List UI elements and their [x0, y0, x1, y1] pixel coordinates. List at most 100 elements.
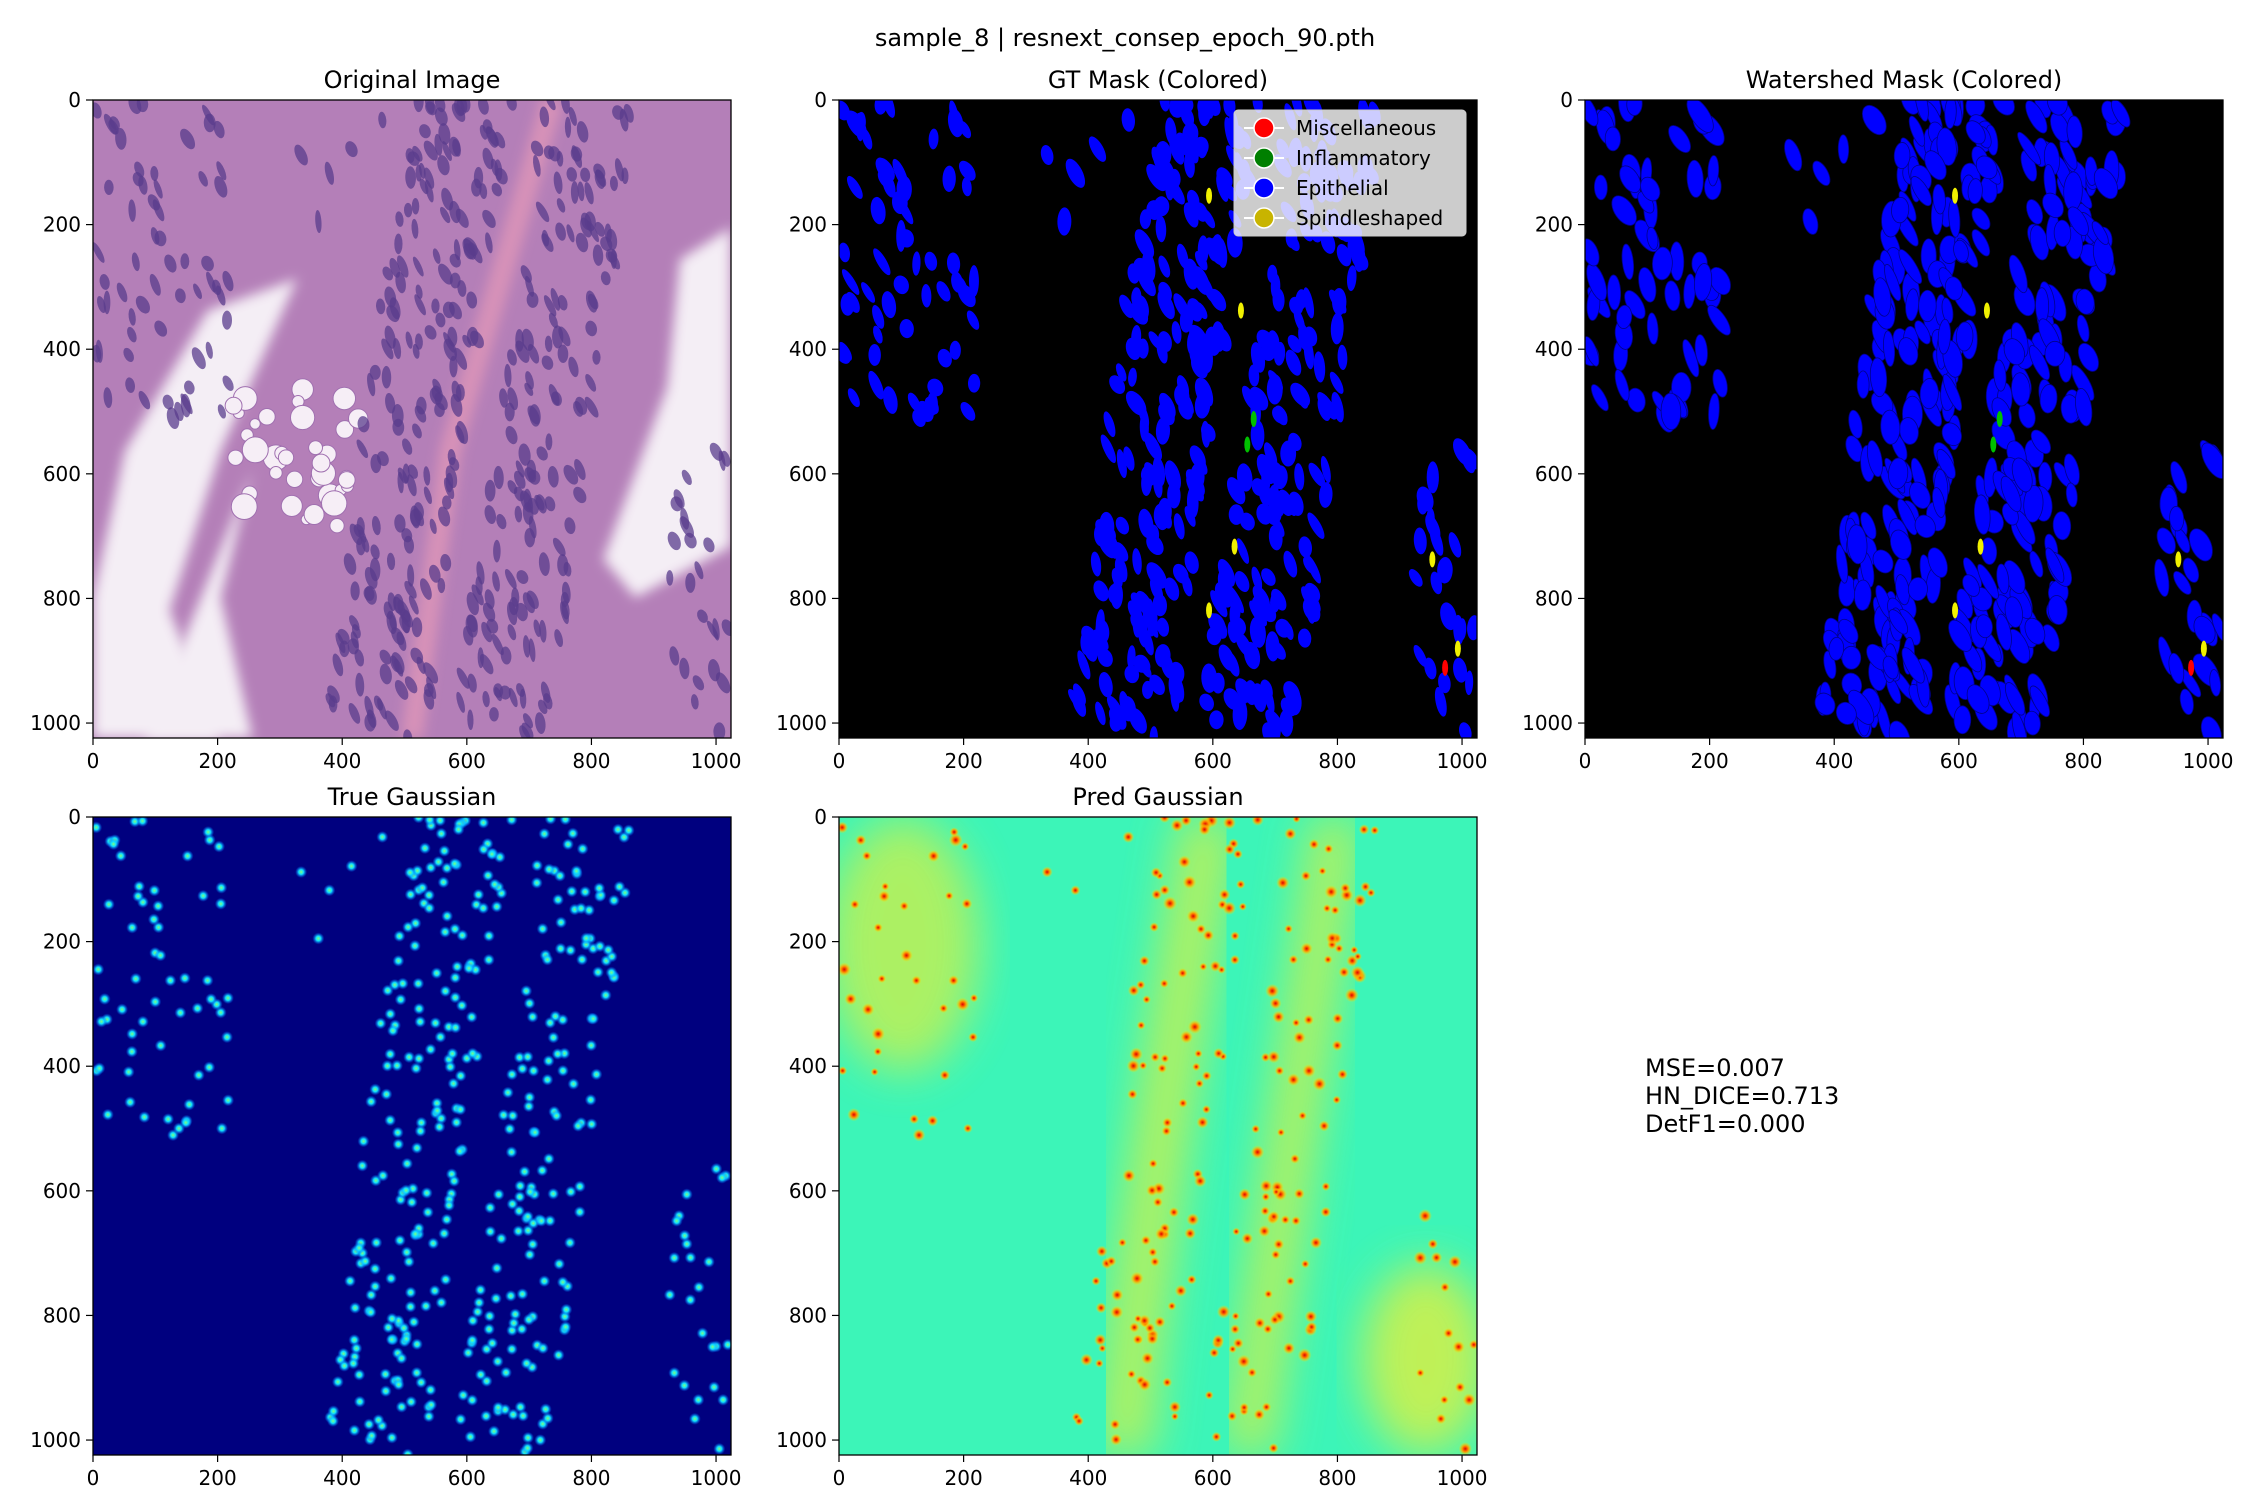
- gaussian-peak: [708, 1381, 721, 1394]
- epithelial-nucleus: [1256, 503, 1273, 525]
- gaussian-peak: [716, 1171, 729, 1184]
- epithelial-nucleus: [2011, 711, 2028, 738]
- nucleus: [354, 649, 365, 667]
- epithelial-nucleus: [1882, 655, 1899, 680]
- epithelial-nucleus: [1217, 570, 1233, 601]
- pred-peak: [1091, 1276, 1101, 1286]
- nucleus: [504, 363, 512, 388]
- gaussian-peak: [505, 817, 518, 826]
- epithelial-nucleus: [1297, 628, 1312, 648]
- epithelial-nucleus: [1812, 160, 1831, 186]
- nucleus: [526, 291, 539, 308]
- nucleus: [442, 495, 452, 510]
- gaussian-peak: [483, 1323, 496, 1336]
- nucleus: [454, 347, 468, 370]
- epithelial-nucleus: [1177, 379, 1190, 409]
- pred-peak: [1224, 843, 1236, 855]
- pred-peak: [1323, 844, 1334, 854]
- pred-peak: [1300, 1259, 1310, 1269]
- epithelial-nucleus: [2154, 558, 2170, 597]
- epithelial-nucleus: [1814, 692, 1836, 716]
- nucleus: [551, 391, 562, 407]
- gaussian-peak: [454, 1069, 467, 1082]
- epithelial-nucleus: [1256, 453, 1276, 484]
- gaussian-peak: [295, 866, 308, 879]
- vacuole: [285, 470, 304, 488]
- gaussian-peak: [192, 1069, 205, 1082]
- epithelial-nucleus: [870, 196, 886, 225]
- epithelial-nucleus: [1304, 582, 1321, 603]
- epithelial-nucleus: [840, 293, 855, 316]
- nucleus: [198, 171, 208, 187]
- gaussian-peak: [435, 1296, 448, 1309]
- epithelial-nucleus: [1077, 650, 1091, 680]
- epithelial-nucleus: [1137, 338, 1149, 359]
- nucleus: [407, 464, 419, 479]
- gaussian-peak: [347, 1357, 360, 1370]
- pred-peak: [1284, 827, 1297, 840]
- gaussian-peak: [466, 1047, 479, 1060]
- epithelial-nucleus: [1614, 369, 1630, 402]
- gaussian-peak: [484, 1225, 497, 1238]
- nucleus: [403, 202, 413, 218]
- gaussian-peak: [668, 1251, 681, 1264]
- gaussian-peak: [405, 1395, 418, 1408]
- gaussian-peak: [395, 1400, 408, 1413]
- epithelial-nucleus: [1434, 686, 1447, 717]
- epithelial-nucleus: [1235, 631, 1253, 658]
- nucleus: [532, 154, 541, 177]
- nucleus: [544, 335, 553, 353]
- nucleus: [504, 568, 517, 589]
- nucleus: [447, 326, 458, 347]
- nucleus: [404, 580, 417, 599]
- special-nucleus: [1977, 538, 1984, 555]
- x-tick-label: 800: [1318, 1466, 1356, 1490]
- gaussian-peak: [148, 884, 161, 897]
- gaussian-peak: [424, 1383, 437, 1396]
- gaussian-peak: [369, 1262, 382, 1275]
- epithelial-nucleus: [1251, 566, 1263, 592]
- epithelial-nucleus: [2042, 192, 2064, 219]
- epithelial-nucleus: [1337, 344, 1348, 371]
- epithelial-nucleus: [1707, 155, 1720, 187]
- epithelial-nucleus: [1413, 644, 1428, 667]
- epithelial-nucleus: [1040, 145, 1054, 165]
- x-tick-label: 200: [199, 749, 237, 773]
- pred-peak: [1148, 1247, 1158, 1257]
- pred-peak: [1452, 1340, 1465, 1354]
- gaussian-peak: [518, 1165, 531, 1178]
- nucleus: [392, 338, 402, 360]
- gaussian-peak: [521, 1442, 534, 1455]
- epithelial-nucleus: [861, 128, 873, 150]
- gaussian-peak: [364, 1306, 377, 1319]
- epithelial-nucleus: [1901, 647, 1925, 684]
- gaussian-peak: [162, 1113, 175, 1126]
- gaussian-peak: [500, 1366, 513, 1379]
- gaussian-peak: [392, 1378, 405, 1391]
- epithelial-nucleus: [1962, 574, 1980, 597]
- epithelial-nucleus: [2156, 527, 2176, 555]
- pred-peak: [927, 849, 940, 863]
- epithelial-nucleus: [1346, 265, 1357, 292]
- pred-peak: [1318, 1120, 1330, 1132]
- epithelial-nucleus: [2066, 115, 2083, 149]
- nucleus: [443, 477, 455, 500]
- epithelial-nucleus: [883, 386, 898, 414]
- special-nucleus: [1952, 602, 1959, 619]
- nucleus: [564, 116, 572, 138]
- nucleus: [543, 295, 557, 317]
- epithelial-nucleus: [839, 100, 850, 121]
- gaussian-peak: [154, 1039, 167, 1052]
- pred-peak: [1439, 1395, 1449, 1405]
- epithelial-nucleus: [927, 378, 944, 397]
- gaussian-peak: [466, 1334, 479, 1347]
- epithelial-nucleus: [1127, 263, 1141, 284]
- gaussian-peak: [564, 944, 577, 957]
- gaussian-peak: [419, 1300, 432, 1313]
- nucleus: [328, 695, 338, 713]
- epithelial-nucleus: [1914, 100, 1929, 122]
- epithelial-nucleus: [2074, 387, 2093, 427]
- nucleus: [548, 312, 558, 329]
- epithelial-nucleus: [1131, 287, 1142, 307]
- nucleus: [570, 181, 579, 204]
